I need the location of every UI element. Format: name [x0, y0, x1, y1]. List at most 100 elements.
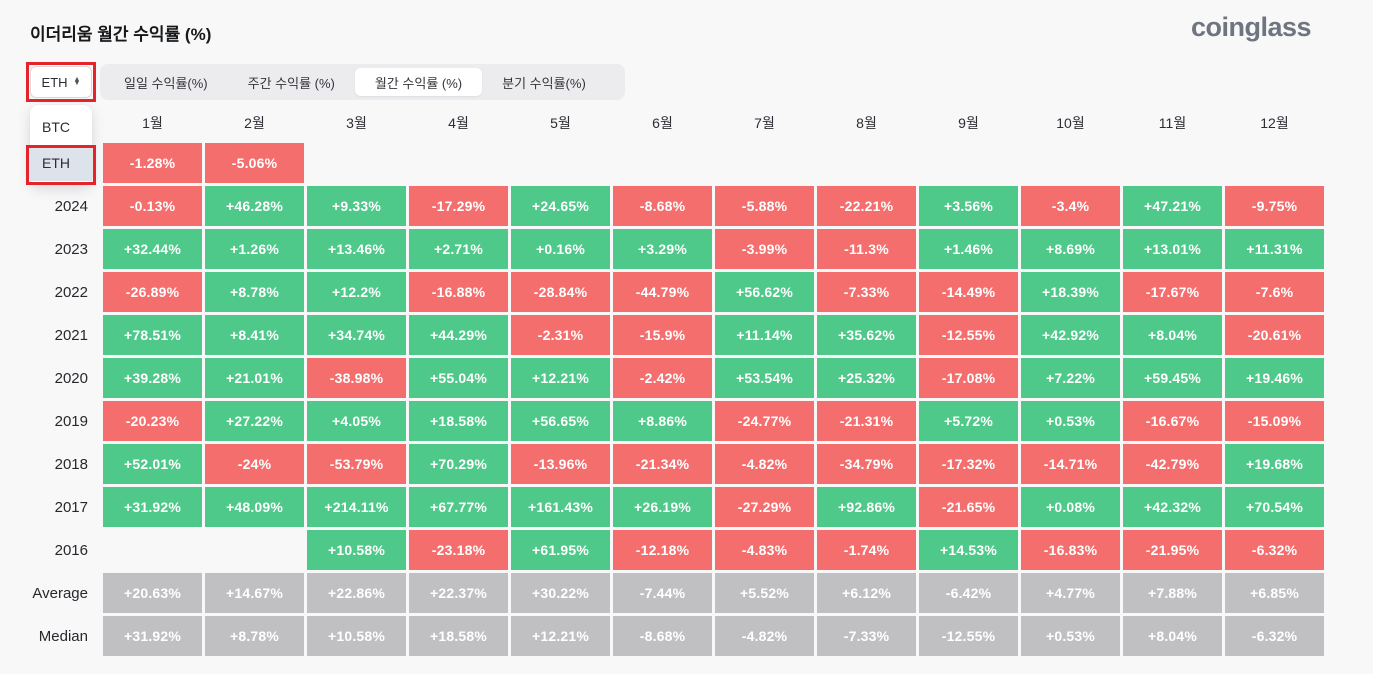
return-cell: -16.67%: [1123, 401, 1222, 441]
month-header: 6월: [652, 115, 673, 131]
coinglass-logo: coinglass: [1190, 12, 1312, 42]
return-cell: +78.51%: [103, 315, 202, 355]
return-cell: +18.39%: [1021, 272, 1120, 312]
return-cell: -3.4%: [1021, 186, 1120, 226]
return-cell: +27.22%: [205, 401, 304, 441]
return-cell: -26.89%: [103, 272, 202, 312]
return-cell: +9.33%: [307, 186, 406, 226]
return-cell: -21.34%: [613, 444, 712, 484]
return-cell: -1.28%: [103, 143, 202, 183]
return-cell: -21.31%: [817, 401, 916, 441]
return-cell: -38.98%: [307, 358, 406, 398]
return-cell: -8.68%: [613, 186, 712, 226]
month-header-row: 1월 2월 3월 4월 5월 6월 7월 8월 9월 10월 11월 12월: [0, 108, 1324, 138]
return-cell: -16.88%: [409, 272, 508, 312]
return-cell: -34.79%: [817, 444, 916, 484]
return-cell: -12.55%: [919, 616, 1018, 656]
return-cell: [919, 143, 1018, 183]
return-cell: +18.58%: [409, 616, 508, 656]
table-row: 2020 +39.28% +21.01% -38.98% +55.04% +12.21% -…: [0, 358, 1324, 398]
return-cell: +19.46%: [1225, 358, 1324, 398]
table-row: 2022 -26.89% +8.78% +12.2% -16.88% -28.84% -44…: [0, 272, 1324, 312]
return-cell: [511, 143, 610, 183]
table-row: 2019 -20.23% +27.22% +4.05% +18.58% +56.65% +8…: [0, 401, 1324, 441]
return-cell: +18.58%: [409, 401, 508, 441]
return-cell: -44.79%: [613, 272, 712, 312]
return-cell: +7.22%: [1021, 358, 1120, 398]
tab-period[interactable]: 분기 수익률(%): [482, 68, 606, 96]
return-cell: -17.08%: [919, 358, 1018, 398]
return-cell: -7.44%: [613, 573, 712, 613]
table-row: 2018 +52.01% -24% -53.79% +70.29% -13.96% -21.…: [0, 444, 1324, 484]
month-header: 10월: [1056, 115, 1085, 131]
return-cell: -11.3%: [817, 229, 916, 269]
return-cell: -14.49%: [919, 272, 1018, 312]
return-cell: -27.29%: [715, 487, 814, 527]
return-cell: [817, 143, 916, 183]
row-label: 2023: [54, 240, 88, 258]
return-cell: -21.95%: [1123, 530, 1222, 570]
return-cell: +31.92%: [103, 487, 202, 527]
period-tabs: 일일 수익률(%) 주간 수익률 (%) 월간 수익률 (%) 분기 수익률(%): [100, 64, 625, 100]
dropdown-option-btc[interactable]: BTC: [42, 119, 70, 135]
return-cell: -24%: [205, 444, 304, 484]
symbol-select-value: ETH: [41, 74, 68, 90]
table-row: 2016 +10.58% -23.18% +61.95% -12.18% -4.83% -1…: [0, 530, 1324, 570]
return-cell: +214.11%: [307, 487, 406, 527]
return-cell: +35.62%: [817, 315, 916, 355]
returns-table: 1월 2월 3월 4월 5월 6월 7월 8월 9월 10월 11월 12월 -1.28% -5.06% 2…: [0, 108, 1324, 659]
tab-active[interactable]: 월간 수익률 (%): [354, 68, 483, 96]
return-cell: -15.09%: [1225, 401, 1324, 441]
month-header: 12월: [1260, 115, 1289, 131]
return-cell: -13.96%: [511, 444, 610, 484]
month-header: 3월: [346, 115, 367, 131]
return-cell: -20.23%: [103, 401, 202, 441]
return-cell: +39.28%: [103, 358, 202, 398]
month-header: 2월: [244, 115, 265, 131]
return-cell: +12.21%: [511, 616, 610, 656]
return-cell: +61.95%: [511, 530, 610, 570]
month-header: 1월: [142, 115, 163, 131]
return-cell: +1.26%: [205, 229, 304, 269]
return-cell: +6.85%: [1225, 573, 1324, 613]
return-cell: -2.31%: [511, 315, 610, 355]
return-cell: +6.12%: [817, 573, 916, 613]
tab-period[interactable]: 주간 수익률 (%): [228, 68, 355, 96]
return-cell: +1.46%: [919, 229, 1018, 269]
return-cell: +0.16%: [511, 229, 610, 269]
return-cell: -15.9%: [613, 315, 712, 355]
return-cell: -3.99%: [715, 229, 814, 269]
chevron-updown-icon: ▲ ▼: [73, 76, 81, 87]
return-cell: +8.04%: [1123, 315, 1222, 355]
row-label: Median: [38, 627, 88, 645]
month-header: 11월: [1158, 115, 1187, 131]
return-cell: +8.78%: [205, 272, 304, 312]
row-label: 2022: [54, 283, 88, 301]
return-cell: [409, 143, 508, 183]
return-cell: +4.05%: [307, 401, 406, 441]
return-cell: +70.29%: [409, 444, 508, 484]
return-cell: +7.88%: [1123, 573, 1222, 613]
return-cell: +14.53%: [919, 530, 1018, 570]
dropdown-option-eth[interactable]: ETH: [30, 145, 92, 181]
tab-period[interactable]: 일일 수익률(%): [104, 68, 228, 96]
symbol-select[interactable]: ETH ▲ ▼: [30, 66, 92, 98]
return-cell: +5.52%: [715, 573, 814, 613]
return-cell: +47.21%: [1123, 186, 1222, 226]
return-cell: -21.65%: [919, 487, 1018, 527]
return-cell: +8.41%: [205, 315, 304, 355]
return-cell: -7.33%: [817, 616, 916, 656]
return-cell: -4.83%: [715, 530, 814, 570]
return-cell: -12.55%: [919, 315, 1018, 355]
return-cell: [307, 143, 406, 183]
table-row: 2017 +31.92% +48.09% +214.11% +67.77% +161.43…: [0, 487, 1324, 527]
return-cell: [715, 143, 814, 183]
return-cell: +3.56%: [919, 186, 1018, 226]
return-cell: +52.01%: [103, 444, 202, 484]
return-cell: +22.37%: [409, 573, 508, 613]
month-header: 9월: [958, 115, 979, 131]
return-cell: -5.88%: [715, 186, 814, 226]
return-cell: +21.01%: [205, 358, 304, 398]
return-cell: -17.67%: [1123, 272, 1222, 312]
return-cell: +26.19%: [613, 487, 712, 527]
